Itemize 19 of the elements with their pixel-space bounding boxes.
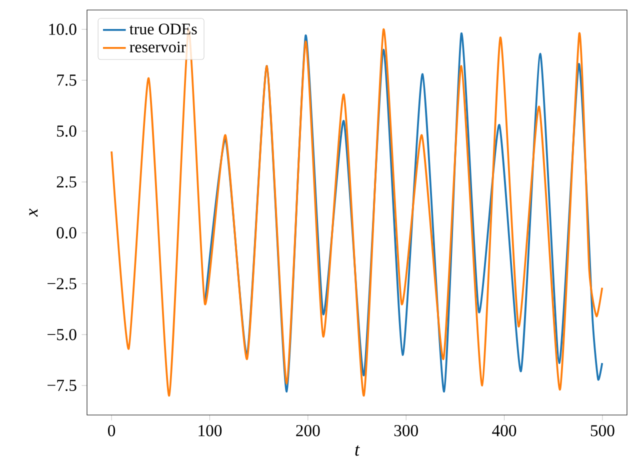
x-tick-label: 0 [108, 425, 116, 436]
y-tick-label: −2.5 [48, 278, 76, 290]
y-axis-title: x [29, 208, 38, 217]
y-tick-label: 2.5 [56, 176, 76, 188]
y-tick-label: 0.0 [56, 227, 76, 238]
y-tick-label: 10.0 [49, 24, 76, 35]
x-tick-label: 400 [492, 425, 516, 436]
line-series [204, 32, 604, 393]
y-tick-label: −5.0 [48, 328, 76, 340]
y-tick-label: 7.5 [57, 74, 76, 86]
y-tick-label: 5.0 [57, 125, 76, 137]
x-tick-label: 200 [296, 425, 320, 436]
x-tick-label: 500 [590, 425, 614, 436]
x-tick-label: 100 [198, 425, 222, 436]
x-tick-label: 300 [394, 425, 418, 436]
y-tick-label: −7.5 [48, 380, 76, 392]
x-axis-title: t [355, 445, 360, 456]
legend-label: reservoir [130, 42, 186, 52]
legend-label: true ODEs [130, 24, 197, 34]
